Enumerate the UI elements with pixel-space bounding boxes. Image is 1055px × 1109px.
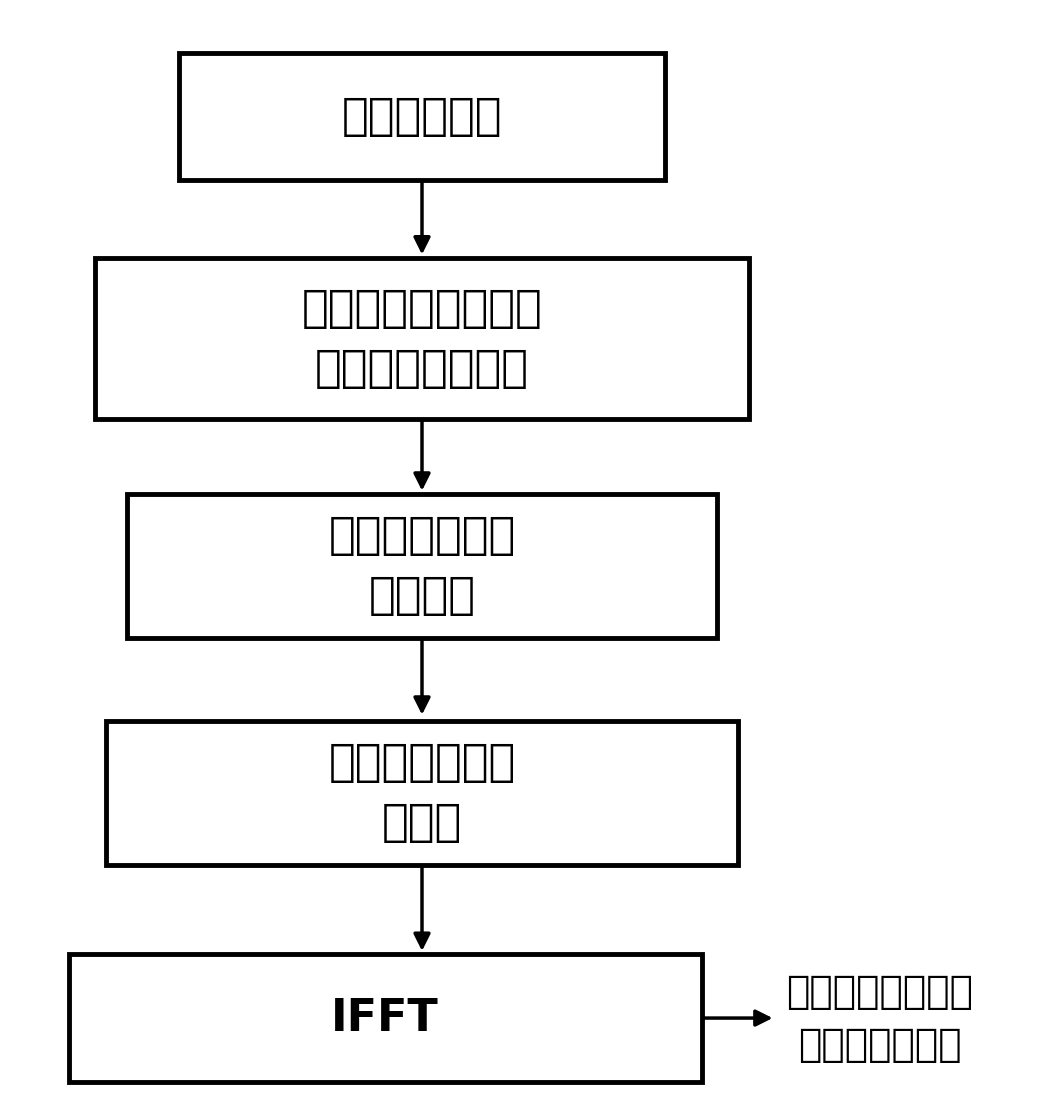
Text: 固定主瓣宽度的低
旁瓣一维距离像: 固定主瓣宽度的低 旁瓣一维距离像 [786,973,973,1064]
Bar [179,53,665,180]
Text: 凸优化工具求解
加权系数: 凸优化工具求解 加权系数 [328,515,516,617]
Text: 最大旁瓣最小化条件
约束转化为凸问题: 最大旁瓣最小化条件 约束转化为凸问题 [302,287,542,389]
Bar [69,954,702,1082]
Text: IFFT: IFFT [331,997,439,1039]
Bar [95,258,749,419]
Bar [127,494,717,638]
Text: 回波基带数据频
域加窗: 回波基带数据频 域加窗 [328,742,516,844]
Bar [106,721,738,865]
Text: 设置主瓣宽度: 设置主瓣宽度 [342,95,502,138]
